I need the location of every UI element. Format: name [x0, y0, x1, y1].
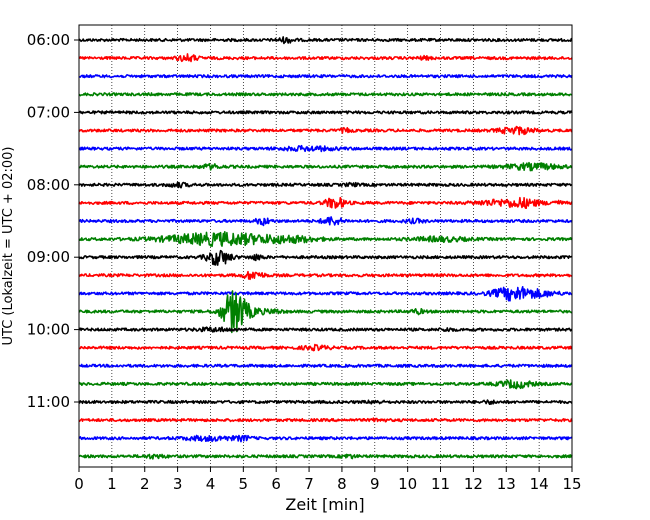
- x-tick-label: 2: [140, 475, 150, 493]
- trace-0715: [78, 125, 573, 136]
- y-tick-label: 08:00: [27, 176, 70, 194]
- trace-1030: [78, 363, 573, 368]
- trace-0700: [78, 110, 573, 115]
- trace-0615: [78, 53, 573, 63]
- trace-0845: [78, 231, 573, 248]
- y-tick-label: 09:00: [27, 248, 70, 266]
- y-axis-label: UTC (Lokalzeit = UTC + 02:00): [1, 147, 16, 346]
- plot-frame: [78, 24, 573, 468]
- trace-0630: [78, 74, 573, 79]
- y-tick-label: 10:00: [27, 321, 70, 339]
- x-tick-label: 9: [370, 475, 380, 493]
- x-tick-label: 15: [562, 475, 581, 493]
- x-tick-label: 7: [304, 475, 314, 493]
- trace-0830: [78, 216, 573, 227]
- y-tick-label: 06:00: [27, 31, 70, 49]
- trace-1000: [78, 326, 573, 333]
- x-tick-label: 12: [464, 475, 483, 493]
- x-tick-label: 11: [431, 475, 450, 493]
- x-tick-label: 0: [74, 475, 84, 493]
- y-tick-label: 07:00: [27, 103, 70, 121]
- trace-0900: [78, 249, 573, 266]
- trace-0645: [78, 92, 573, 97]
- seismogram-traces: [78, 36, 573, 460]
- trace-1130: [78, 434, 573, 443]
- trace-0930: [78, 286, 573, 302]
- x-tick-label: 1: [107, 475, 117, 493]
- x-axis-label: Zeit [min]: [285, 495, 364, 514]
- x-tick-label: 14: [530, 475, 549, 493]
- trace-0915: [78, 270, 573, 281]
- x-tick-label: 8: [337, 475, 347, 493]
- trace-0815: [78, 196, 573, 209]
- x-tick-label: 3: [173, 475, 183, 493]
- trace-1045: [78, 379, 573, 390]
- x-tick-label: 10: [398, 475, 417, 493]
- x-tick-label: 13: [497, 475, 516, 493]
- y-tick-label: 11:00: [27, 393, 70, 411]
- trace-0730: [78, 144, 573, 153]
- trace-1100: [78, 399, 573, 405]
- trace-0800: [78, 181, 573, 189]
- trace-0945: [78, 290, 573, 334]
- trace-0745: [78, 161, 573, 172]
- x-tick-label: 6: [271, 475, 281, 493]
- trace-0600: [78, 36, 573, 45]
- x-tick-label: 5: [239, 475, 249, 493]
- x-tick-label: 4: [206, 475, 216, 493]
- trace-1115: [78, 417, 573, 423]
- trace-1145: [78, 453, 573, 460]
- y-axis-ticks: 06:00 07:00 08:00 09:00 10:00 11:00: [27, 31, 79, 411]
- trace-1015: [78, 343, 573, 352]
- x-axis-ticks: 0 1 2 3 4 5 6 7 8 9 10 11 12 13 14 15: [74, 467, 582, 493]
